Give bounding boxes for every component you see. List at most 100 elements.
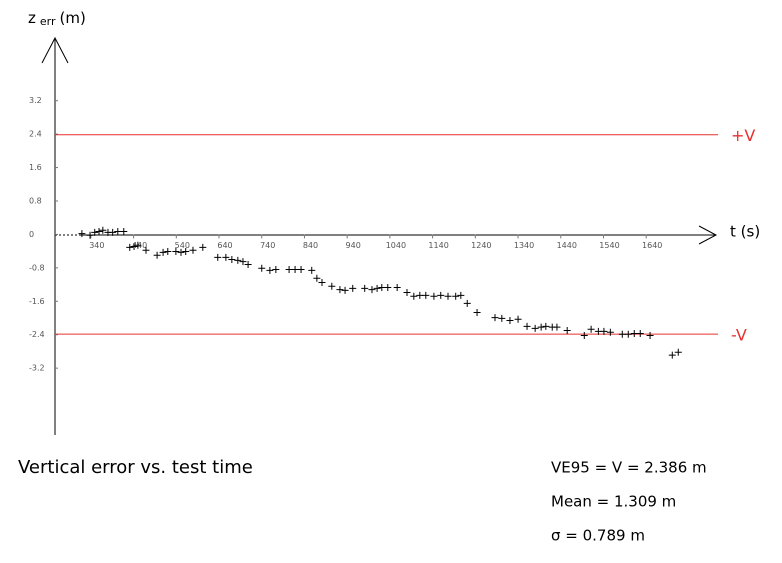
x-tick-label: 1440 [557,241,577,250]
stat-sigma: σ = 0.789 m [551,527,645,545]
y-axis-label: z err (m) [28,9,86,29]
data-point [523,322,531,330]
data-point [600,327,608,335]
y-tick-label: -3.2 [29,364,45,373]
data-point [266,266,274,274]
y-tick-label: 1.6 [29,163,42,172]
data-point [95,227,103,235]
data-point [630,329,638,337]
data-point [444,292,452,300]
y-label-subscript: err [40,15,56,28]
data-point [239,258,247,266]
data-point [542,322,550,330]
x-tick-label: 840 [303,241,318,250]
x-tick-label: 540 [175,241,190,250]
data-point [514,315,522,323]
data-point [452,292,460,300]
reference-label: -V [731,326,747,345]
y-tick-label: 2.4 [29,130,42,139]
data-point [646,332,654,340]
x-tick-label: 1240 [471,241,491,250]
data-point [120,227,128,235]
x-tick-label: 1640 [642,241,662,250]
data-point [86,231,94,239]
data-point [109,228,117,236]
data-point [328,282,336,290]
data-point [410,292,418,300]
data-point [318,278,326,286]
x-tick-label: 1140 [428,241,448,250]
data-point [199,243,207,251]
x-axis-label: t (s) [730,223,760,241]
data-point [142,246,150,254]
data-point [606,328,614,336]
data-point [130,243,138,251]
data-point [285,266,293,274]
stat-ve95: VE95 = V = 2.386 m [551,459,707,477]
data-point [668,351,676,359]
data-point [618,330,626,338]
data-point [373,284,381,292]
data-point [506,316,514,324]
data-point [189,246,197,254]
data-point [153,251,161,259]
data-point [222,253,230,261]
data-point [416,291,424,299]
data-point [587,325,595,333]
data-point [172,248,180,256]
data-point [463,299,471,307]
data-point [159,248,167,256]
data-point [361,284,369,292]
data-point [349,284,357,292]
x-axis-arrow [698,225,718,245]
data-point [537,323,545,331]
data-point [234,256,242,264]
data-point [78,230,86,238]
data-point [134,241,142,249]
y-label-unit: (m) [60,9,86,27]
data-point [393,283,401,291]
data-point [308,266,316,274]
x-tick-label: 340 [89,241,104,250]
data-point [228,255,236,263]
data-point [636,329,644,337]
reference-label: +V [731,126,755,145]
data-point [368,286,376,294]
data-point [91,228,99,236]
data-point [313,274,321,282]
stat-mean: Mean = 1.309 m [551,493,676,511]
y-tick-label: -0.8 [29,263,45,272]
data-point [258,264,266,272]
data-point [531,324,539,332]
data-point [244,260,252,268]
data-point [182,248,190,256]
data-point [403,288,411,296]
x-tick-label: 1340 [514,241,534,250]
y-label-main: z [28,9,36,27]
data-point [563,327,571,335]
data-point [336,286,344,294]
x-tick-label: 1540 [599,241,619,250]
y-tick-label: 0 [29,230,34,239]
x-tick-label: 640 [217,241,232,250]
y-tick-label: 3.2 [29,96,42,105]
data-point [272,266,280,274]
y-tick-label: 0.8 [29,196,42,205]
data-point [297,266,305,274]
data-point [378,283,386,291]
data-point [422,291,430,299]
data-point [177,248,185,256]
caption: Vertical error vs. test time [18,457,253,478]
data-point [457,291,465,299]
data-point [624,330,632,338]
data-point [491,314,499,322]
data-point [553,323,561,331]
data-point [498,314,506,322]
y-tick-label: -2.4 [29,330,45,339]
x-tick-label: 940 [346,241,361,250]
data-point [674,348,682,356]
data-point [384,283,392,291]
y-axis-arrow [41,36,69,64]
